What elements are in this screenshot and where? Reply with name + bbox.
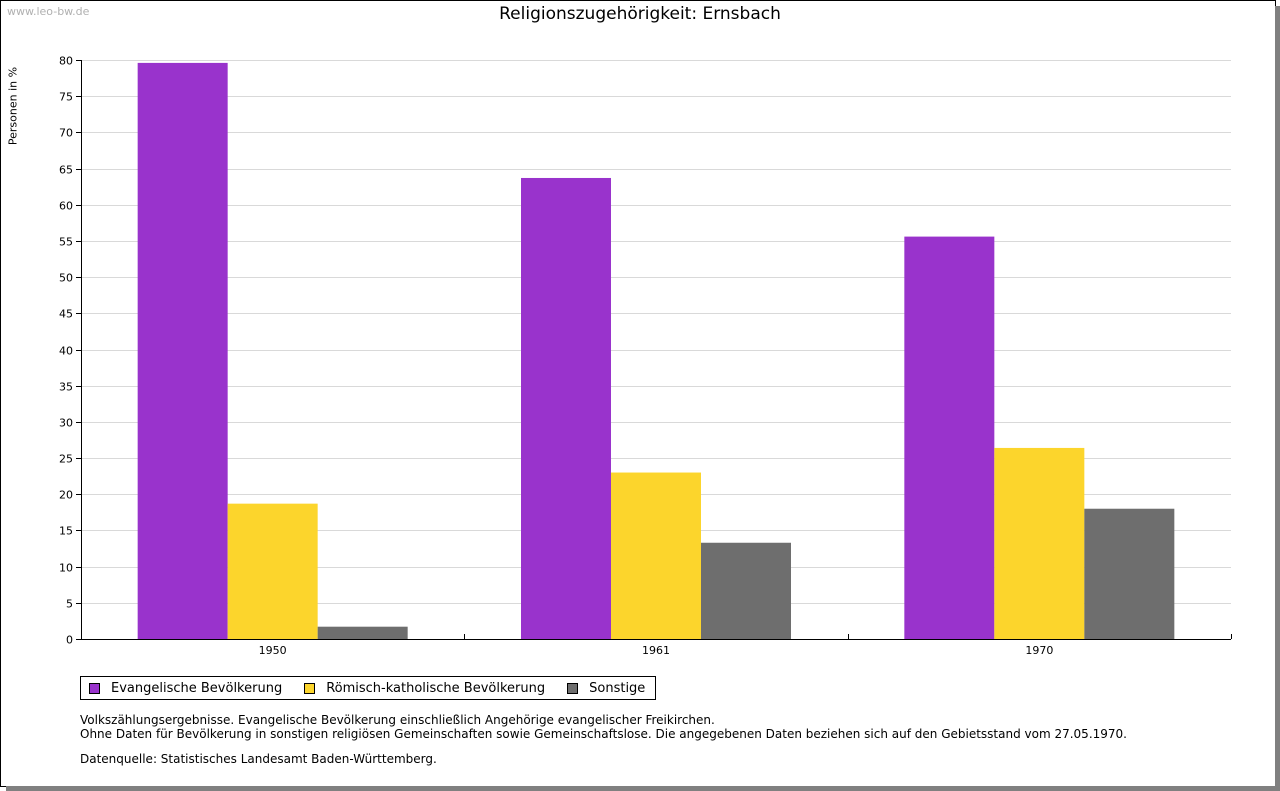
watermark: www.leo-bw.de bbox=[7, 5, 90, 18]
data-source: Datenquelle: Statistisches Landesamt Bad… bbox=[80, 752, 437, 766]
y-tick-label: 55 bbox=[59, 236, 73, 249]
legend-item-sonstige: Sonstige bbox=[567, 681, 645, 696]
y-tick-label: 65 bbox=[59, 164, 73, 177]
bar-r-misch-katholische-bev-lkerung-1970 bbox=[994, 447, 1085, 639]
y-tick-label: 20 bbox=[59, 489, 73, 502]
legend-swatch-evangelisch bbox=[89, 682, 100, 694]
legend-item-evangelisch: Evangelische Bevölkerung bbox=[89, 681, 282, 696]
x-tick-label: 1961 bbox=[642, 644, 670, 657]
y-tick-label: 80 bbox=[59, 55, 73, 68]
y-tick-label: 30 bbox=[59, 417, 73, 430]
y-tick-label: 0 bbox=[66, 634, 73, 647]
bar-r-misch-katholische-bev-lkerung-1950 bbox=[227, 503, 318, 639]
legend-label-sonstige: Sonstige bbox=[589, 680, 646, 696]
legend-swatch-katholisch bbox=[304, 682, 316, 694]
y-tick-label: 35 bbox=[59, 381, 73, 394]
chart-title: Religionszugehörigkeit: Ernsbach bbox=[499, 4, 781, 24]
frame-shadow-bottom bbox=[6, 786, 1280, 791]
footnote-line-2: Ohne Daten für Bevölkerung in sonstigen … bbox=[80, 727, 1127, 741]
bar-sonstige-1961 bbox=[701, 542, 791, 639]
bar-evangelische-bev-lkerung-1970 bbox=[904, 236, 995, 639]
legend: Evangelische Bevölkerung Römisch-katholi… bbox=[80, 676, 657, 700]
frame-shadow-right bbox=[1275, 6, 1280, 791]
y-tick-label: 25 bbox=[59, 453, 73, 466]
footnotes: Volkszählungsergebnisse. Evangelische Be… bbox=[80, 713, 1127, 741]
bar-evangelische-bev-lkerung-1961 bbox=[521, 177, 611, 639]
bar-sonstige-1950 bbox=[317, 626, 408, 639]
footnote-line-1: Volkszählungsergebnisse. Evangelische Be… bbox=[80, 713, 715, 727]
legend-label-katholisch: Römisch-katholische Bevölkerung bbox=[326, 680, 546, 696]
y-tick-label: 45 bbox=[59, 308, 73, 321]
legend-label-evangelisch: Evangelische Bevölkerung bbox=[111, 680, 283, 696]
y-tick-label: 75 bbox=[59, 91, 73, 104]
bar-sonstige-1970 bbox=[1084, 508, 1175, 639]
y-tick-label: 10 bbox=[59, 562, 73, 575]
bar-r-misch-katholische-bev-lkerung-1961 bbox=[611, 472, 701, 639]
legend-item-katholisch: Römisch-katholische Bevölkerung bbox=[304, 681, 545, 696]
y-tick-label: 40 bbox=[59, 345, 73, 358]
legend-swatch-sonstige bbox=[567, 682, 579, 694]
bar-evangelische-bev-lkerung-1950 bbox=[137, 62, 228, 639]
y-tick-label: 70 bbox=[59, 127, 73, 140]
x-tick-label: 1950 bbox=[259, 644, 287, 657]
y-tick-label: 5 bbox=[66, 598, 73, 611]
y-tick-label: 50 bbox=[59, 272, 73, 285]
x-tick-label: 1970 bbox=[1025, 644, 1053, 657]
y-tick-label: 60 bbox=[59, 200, 73, 213]
y-tick-label: 15 bbox=[59, 525, 73, 538]
